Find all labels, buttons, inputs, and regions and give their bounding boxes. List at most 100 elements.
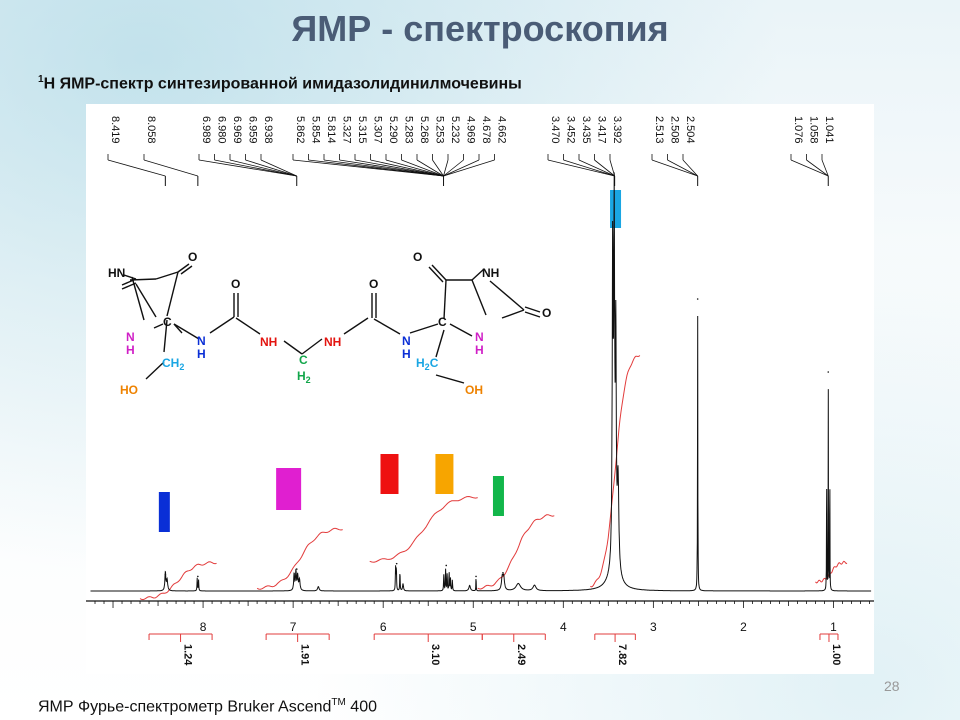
x-tick-label: 3 (650, 620, 657, 634)
assignment-marker (380, 454, 399, 494)
spectrum-layer (90, 172, 872, 592)
integral-curve-layer (139, 355, 848, 601)
x-tick-label: 2 (740, 620, 747, 634)
integral-curve (139, 561, 217, 601)
spectrum-trace (90, 172, 872, 592)
spectrum-peak (475, 575, 477, 578)
peak-label: 6.989 (200, 116, 212, 144)
peak-label-leader (682, 159, 698, 177)
peak-label: 2.508 (669, 116, 681, 144)
molecule-bonds (121, 263, 541, 384)
subtitle-superscript: 1 (38, 74, 44, 85)
spectrum-peak (445, 564, 448, 567)
atom-ch2-left: CH2 (162, 356, 184, 372)
peak-label: 6.980 (216, 116, 228, 144)
peak-label: 5.283 (403, 116, 415, 144)
peak-label-leader (107, 159, 166, 177)
spectrum-peak (395, 562, 398, 565)
atom-n-ring-left: N (126, 330, 135, 344)
peak-label: 2.504 (684, 116, 696, 144)
assignment-marker-layer (158, 190, 622, 532)
spectrum-peak (164, 573, 167, 576)
peak-label: 4.662 (496, 116, 508, 144)
peak-label-leader (385, 159, 444, 177)
peak-label-leader (547, 159, 615, 177)
peak-label: 5.290 (387, 116, 399, 144)
peak-label-leader (443, 159, 464, 177)
atom-h-ring-left: H (126, 343, 135, 357)
atom-o-urea-right: O (369, 277, 378, 291)
peak-label-leader (143, 159, 198, 177)
footer-caption: ЯМР Фурье-спектрометр Bruker AscendTM 40… (38, 697, 377, 716)
peak-label-leader (806, 159, 829, 177)
peak-label-leader (651, 159, 698, 177)
x-tick-label: 1 (830, 620, 837, 634)
peak-label: 5.315 (356, 116, 368, 144)
atom-ch2-left-sub: 2 (179, 362, 184, 372)
peak-label-leader (229, 159, 297, 177)
atom-n-amide-right: N (402, 334, 411, 348)
peak-label-leader (443, 159, 480, 177)
peak-label-leader (245, 159, 297, 177)
peak-label: 5.307 (372, 116, 384, 144)
peak-label-leader (578, 159, 615, 177)
peak-label: 5.814 (325, 116, 337, 144)
spectrum-peak (696, 298, 699, 300)
x-tick-label: 7 (290, 620, 297, 634)
integral-curve (815, 560, 848, 584)
spectrum-peak (295, 568, 298, 570)
atom-h-amide-right: H (402, 347, 411, 361)
slide-title: ЯМР - спектроскопия (291, 8, 669, 49)
peak-label: 6.969 (231, 116, 243, 144)
atom-h2c-right-h: H (416, 356, 425, 370)
peak-label: 3.392 (611, 116, 623, 144)
integral-curve (477, 514, 555, 590)
spectrum-peak (612, 250, 615, 253)
page-number: 28 (884, 678, 900, 694)
atom-c-center: C (299, 353, 308, 367)
spectrum-peak (197, 575, 199, 578)
peak-label: 5.327 (341, 116, 353, 144)
atom-h2-center-sub: 2 (306, 375, 311, 385)
peak-label: 8.419 (109, 116, 121, 144)
peak-label-leader (370, 159, 444, 177)
peak-label: 6.938 (262, 116, 274, 144)
peak-label: 5.862 (294, 116, 306, 144)
footer-main-text: ЯМР Фурье-спектрометр Bruker Ascend (38, 698, 332, 716)
peak-label: 4.969 (465, 116, 477, 144)
peak-label-leader (214, 159, 297, 177)
integral-value: 7.82 (616, 644, 628, 665)
subtitle-text: Н ЯМР-спектр синтезированной имидазолиди… (43, 75, 522, 93)
assignment-marker (492, 476, 504, 516)
spectrum-peak (827, 371, 830, 373)
atom-o-ring-left: O (188, 250, 197, 264)
peak-label-leader (563, 159, 615, 177)
atom-h2-center: H2 (297, 369, 311, 385)
atom-o-outer-right: O (542, 306, 551, 320)
integral-value: 3.10 (429, 644, 441, 665)
atom-ch2-left-main: CH (162, 356, 179, 370)
atom-n-ring-right: N (475, 330, 484, 344)
atom-h-ring-right: H (475, 343, 484, 357)
slide-subtitle: 1Н ЯМР-спектр синтезированной имидазолид… (38, 74, 522, 93)
integral-value: 1.24 (182, 644, 194, 666)
peak-label: 1.076 (792, 116, 804, 144)
peak-label-leader (667, 159, 698, 177)
peak-label: 5.253 (434, 116, 446, 144)
integral-value: 1.00 (830, 644, 842, 665)
peak-label-leader (354, 159, 444, 177)
atom-h2c-right-c: C (430, 356, 439, 370)
spectrum-peak (502, 571, 504, 574)
integral-curve (256, 527, 343, 590)
assignment-marker (610, 190, 622, 228)
peak-label: 5.854 (310, 116, 322, 144)
atom-h-amide-left: H (197, 347, 206, 361)
x-tick-label: 4 (560, 620, 567, 634)
axis-layer: 8 7 6 5 4 3 2 1 (86, 600, 874, 634)
peak-label-leader (821, 159, 829, 177)
peak-label-leader (416, 159, 444, 177)
peak-label: 1.041 (823, 116, 835, 144)
integral-value: 1.91 (299, 644, 311, 665)
atom-c-right: C (438, 315, 447, 329)
peak-label: 5.268 (418, 116, 430, 144)
